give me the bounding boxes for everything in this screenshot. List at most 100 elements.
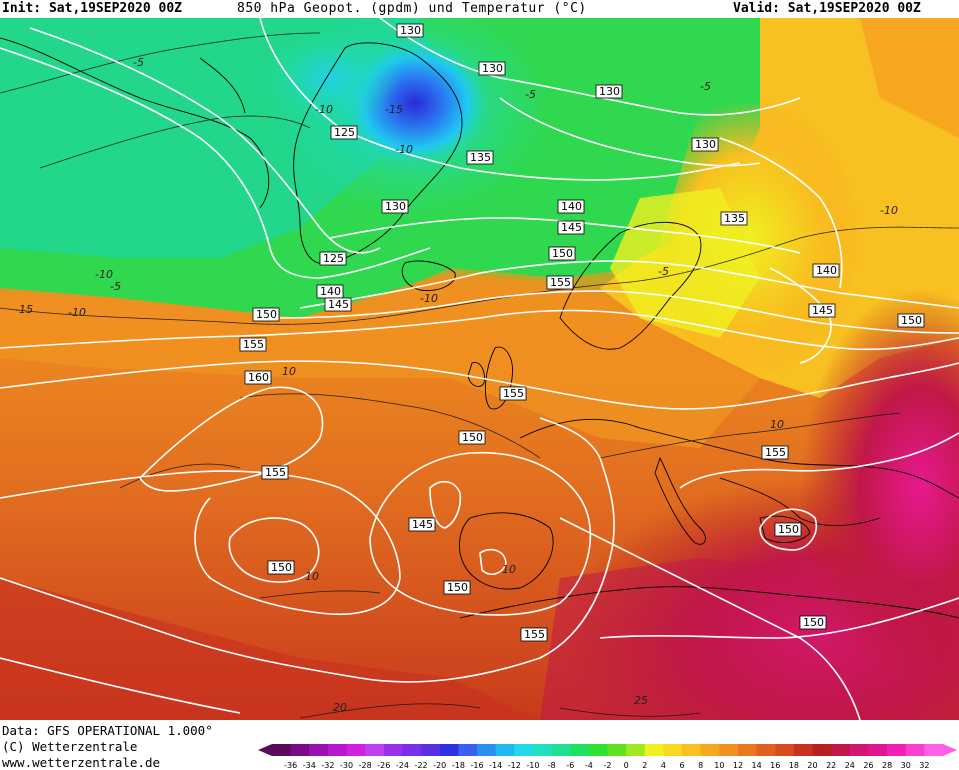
geopotential-label: 150: [252, 307, 280, 322]
colorbar-tick-label: -8: [548, 761, 556, 770]
geopotential-label: 135: [720, 211, 748, 226]
svg-text:155: 155: [243, 338, 264, 351]
svg-text:150: 150: [447, 581, 468, 594]
colorbar-tick-label: 32: [919, 761, 929, 770]
colorbar-tick-label: -28: [359, 761, 372, 770]
isotherm-label: -15: [15, 303, 33, 316]
svg-text:155: 155: [765, 446, 786, 459]
geopotential-label: 130: [691, 137, 719, 152]
colorbar-tick-label: 0: [624, 761, 629, 770]
map-footer: Data: GFS OPERATIONAL 1.000° (C) Wetterz…: [0, 720, 959, 770]
isotherm-label: -15: [385, 103, 403, 116]
isotherm-label: -5: [110, 280, 121, 293]
geopotential-label: 155: [520, 627, 548, 642]
svg-text:150: 150: [901, 314, 922, 327]
colorbar-tick-label: -18: [452, 761, 465, 770]
colorbar-tick-label: 18: [789, 761, 799, 770]
colorbar-swatch: [495, 744, 515, 756]
colorbar-arrow-right: [943, 744, 957, 756]
colorbar-swatch: [644, 744, 664, 756]
geopotential-label: 150: [443, 580, 471, 595]
colorbar-tick-label: 6: [680, 761, 685, 770]
svg-text:145: 145: [412, 518, 433, 531]
colorbar-tick-label: 28: [882, 761, 892, 770]
colorbar-swatch: [775, 744, 795, 756]
svg-text:140: 140: [816, 264, 837, 277]
svg-text:145: 145: [561, 221, 582, 234]
geopotential-label: 150: [267, 560, 295, 575]
svg-text:125: 125: [323, 252, 344, 265]
geopotential-label: 150: [897, 313, 925, 328]
colorbar-tick-label: 30: [901, 761, 911, 770]
copyright: (C) Wetterzentrale: [2, 739, 138, 754]
colorbar-tick-label: 2: [642, 761, 647, 770]
colorbar-tick-label: 8: [698, 761, 703, 770]
geopotential-label: 145: [557, 220, 585, 235]
isotherm-label: -10: [95, 268, 113, 281]
colorbar-tick-label: 12: [733, 761, 743, 770]
colorbar-swatch: [588, 744, 608, 756]
colorbar-arrow-left: [258, 744, 272, 756]
colorbar-swatch: [812, 744, 832, 756]
svg-text:150: 150: [462, 431, 483, 444]
isotherm-label: -10: [420, 292, 438, 305]
colorbar-tick-label: 4: [661, 761, 666, 770]
svg-text:155: 155: [524, 628, 545, 641]
colorbar-swatch: [793, 744, 814, 756]
geopotential-label: 145: [324, 297, 352, 312]
isotherm-label: 20: [333, 701, 347, 714]
colorbar-swatch: [905, 744, 925, 756]
temperature-labels: -5 -10 -15 -10 -5 -5 -10 -15 -10 -5 -10 …: [15, 56, 898, 714]
geopotential-labels: 130 130 130 130 125 135 130 140 145 125 …: [239, 23, 925, 642]
colorbar-tick-label: -22: [415, 761, 428, 770]
svg-text:150: 150: [271, 561, 292, 574]
colorbar-tick-label: -36: [284, 761, 297, 770]
geopotential-label: 130: [595, 84, 623, 99]
colorbar-swatch: [309, 744, 329, 756]
geopotential-label: 140: [812, 263, 840, 278]
svg-text:135: 135: [470, 151, 491, 164]
isotherm-label: 25: [634, 694, 648, 707]
svg-text:130: 130: [599, 85, 620, 98]
colorbar-swatch: [290, 744, 310, 756]
isotherm-label: -10: [68, 306, 86, 319]
geopotential-label: 155: [239, 337, 267, 352]
colorbar-tick-label: -16: [470, 761, 483, 770]
colorbar-tick-label: 14: [752, 761, 762, 770]
svg-text:155: 155: [550, 276, 571, 289]
isotherm-label: -10: [395, 143, 413, 156]
isotherm-label: -5: [700, 80, 711, 93]
geopotential-label: 150: [799, 615, 827, 630]
geopotential-label: 130: [396, 23, 424, 38]
svg-text:155: 155: [503, 387, 524, 400]
geopotential-label: 140: [316, 284, 344, 299]
geopotential-label: 125: [319, 251, 347, 266]
data-source: Data: GFS OPERATIONAL 1.000°: [2, 723, 213, 738]
isotherm-label: -10: [315, 103, 333, 116]
geopotential-label: 130: [478, 61, 506, 76]
colorbar-tick-label: -26: [377, 761, 390, 770]
isotherm-label: -5: [525, 88, 536, 101]
colorbar-tick-label: 16: [770, 761, 780, 770]
colorbar-swatch: [365, 744, 385, 756]
svg-text:160: 160: [248, 371, 269, 384]
colorbar-swatch: [458, 744, 478, 756]
colorbar-swatch: [514, 744, 534, 756]
isotherm-label: 10: [282, 365, 296, 378]
colorbar-tick-label: -6: [566, 761, 574, 770]
colorbar-tick-label: 10: [714, 761, 724, 770]
map-header: Init: Sat,19SEP2020 00Z 850 hPa Geopot. …: [0, 0, 959, 18]
isotherm-label: 10: [502, 563, 516, 576]
svg-text:130: 130: [482, 62, 503, 75]
svg-text:150: 150: [552, 247, 573, 260]
colorbar-tick-label: -30: [340, 761, 353, 770]
colorbar-swatch: [737, 744, 758, 756]
colorbar-swatch: [383, 744, 403, 756]
svg-text:140: 140: [561, 200, 582, 213]
geopotential-label: 150: [774, 522, 802, 537]
svg-text:130: 130: [400, 24, 421, 37]
website-url[interactable]: www.wetterzentrale.de: [2, 755, 161, 770]
colorbar-swatch: [402, 744, 422, 756]
isotherm-label: -5: [133, 56, 144, 69]
colorbar-swatch: [626, 744, 646, 756]
